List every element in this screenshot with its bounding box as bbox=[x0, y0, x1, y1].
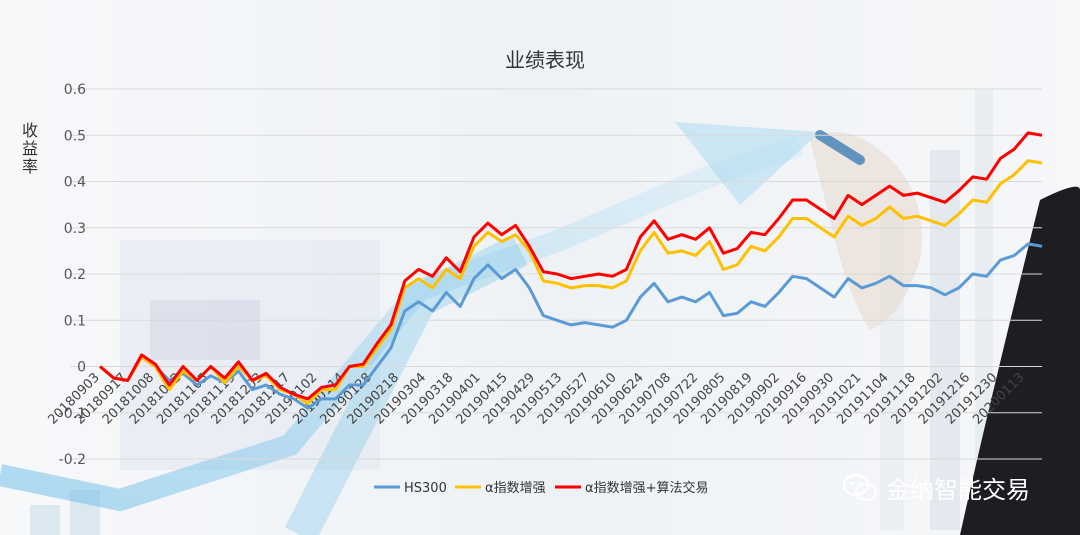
watermark-text: 金纳智能交易 bbox=[886, 476, 1030, 504]
wechat-icon bbox=[843, 473, 877, 501]
y-tick-label: 0.1 bbox=[64, 313, 86, 329]
y-tick-label: -0.2 bbox=[59, 452, 86, 468]
legend-label: α指数增强+算法交易 bbox=[585, 480, 708, 496]
y-tick-label: 0.2 bbox=[64, 267, 86, 283]
watermark: 金纳智能交易 bbox=[842, 470, 1030, 505]
chart-title: 业绩表现 bbox=[505, 48, 585, 72]
series-line-3 bbox=[99, 131, 1043, 401]
legend-label: HS300 bbox=[404, 481, 447, 496]
y-tick-label: 0.6 bbox=[64, 82, 86, 98]
y-tick-label: 0.4 bbox=[64, 175, 86, 191]
y-tick-label: 0.5 bbox=[64, 128, 86, 144]
y-tick-label: 0 bbox=[77, 360, 86, 376]
legend-label: α指数增强 bbox=[485, 481, 546, 496]
y-tick-label: -0.1 bbox=[59, 406, 86, 422]
y-axis-label: 收益率 bbox=[22, 121, 39, 176]
series-line-1 bbox=[99, 242, 1043, 410]
y-tick-label: 0.3 bbox=[64, 221, 86, 237]
